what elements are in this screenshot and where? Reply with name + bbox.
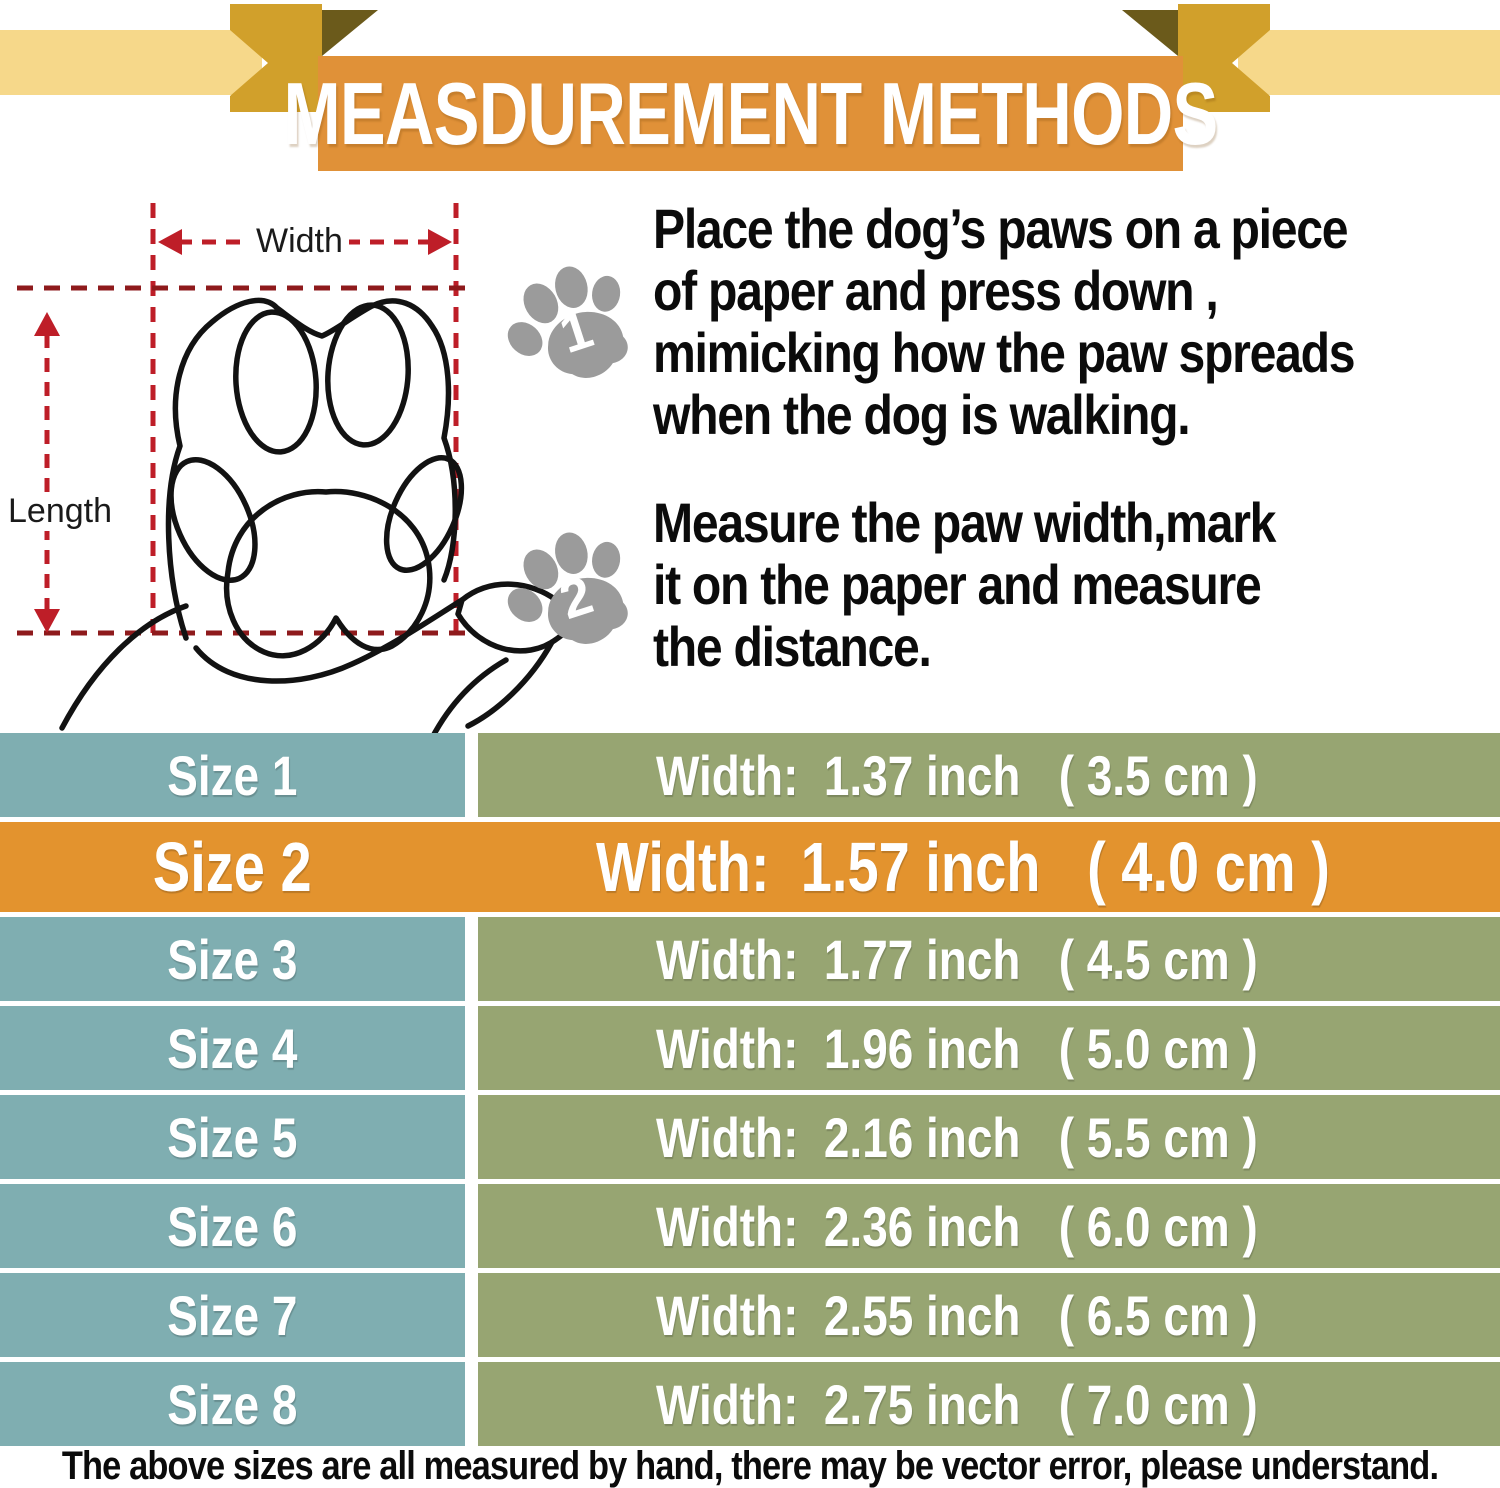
size-cell: Size 6 [0, 1184, 465, 1268]
size-cell: Size 1 [0, 733, 465, 817]
width-cell: Width: 2.75 inch ( 7.0 cm ) [478, 1362, 1500, 1446]
width-cell: Width: 2.55 inch ( 6.5 cm ) [478, 1273, 1500, 1357]
step1-paw-icon: 1 [485, 244, 659, 413]
length-dimension-label: Length [2, 492, 118, 531]
table-row-size-6: Size 6 Width: 2.36 inch ( 6.0 cm ) [0, 1184, 1500, 1268]
width-cell: Width: 1.37 inch ( 3.5 cm ) [478, 733, 1500, 817]
table-row-size-4: Size 4 Width: 1.96 inch ( 5.0 cm ) [0, 1006, 1500, 1090]
size-label: Size 6 [167, 1194, 298, 1258]
column-gap [465, 1362, 478, 1446]
size-label: Size 2 [153, 828, 312, 906]
width-cell: Width: 1.96 inch ( 5.0 cm ) [478, 1006, 1500, 1090]
instruction-step2-text: Measure the paw width,mark it on the pap… [653, 491, 1276, 678]
table-row-size-2-highlighted: Size 2 Width: 1.57 inch ( 4.0 cm ) [0, 822, 1500, 912]
column-gap [465, 1273, 478, 1357]
size-label: Size 4 [167, 1016, 298, 1080]
table-row-size-1: Size 1 Width: 1.37 inch ( 3.5 cm ) [0, 733, 1500, 817]
width-value: Width: 2.55 inch ( 6.5 cm ) [656, 1283, 1258, 1347]
table-row-size-7: Size 7 Width: 2.55 inch ( 6.5 cm ) [0, 1273, 1500, 1357]
size-cell: Size 4 [0, 1006, 465, 1090]
page-title: MEASDUREMENT METHODS [283, 63, 1219, 163]
disclaimer-note: The above sizes are all measured by hand… [61, 1443, 1439, 1488]
width-value: Width: 1.57 inch ( 4.0 cm ) [596, 828, 1330, 906]
size-label: Size 7 [167, 1283, 298, 1347]
width-cell: Width: 1.77 inch ( 4.5 cm ) [478, 917, 1500, 1001]
width-cell: Width: 2.36 inch ( 6.0 cm ) [478, 1184, 1500, 1268]
column-gap [465, 822, 478, 912]
size-cell: Size 8 [0, 1362, 465, 1446]
column-gap [465, 1095, 478, 1179]
size-label: Size 5 [167, 1105, 298, 1169]
ribbon-banner-graphic [0, 4, 1500, 171]
table-row-size-5: Size 5 Width: 2.16 inch ( 5.5 cm ) [0, 1095, 1500, 1179]
table-row-size-8: Size 8 Width: 2.75 inch ( 7.0 cm ) [0, 1362, 1500, 1446]
width-dimension-label: Width [250, 222, 349, 261]
width-value: Width: 2.36 inch ( 6.0 cm ) [656, 1194, 1258, 1258]
width-value: Width: 1.77 inch ( 4.5 cm ) [656, 927, 1258, 991]
step2-paw-icon: 2 [485, 510, 659, 679]
width-value: Width: 2.16 inch ( 5.5 cm ) [656, 1105, 1258, 1169]
column-gap [465, 733, 478, 817]
size-cell: Size 3 [0, 917, 465, 1001]
instruction-step1-text: Place the dog’s paws on a piece of paper… [653, 197, 1356, 446]
column-gap [465, 917, 478, 1001]
size-label: Size 3 [167, 927, 298, 991]
width-value: Width: 2.75 inch ( 7.0 cm ) [656, 1372, 1258, 1436]
table-row-size-3: Size 3 Width: 1.77 inch ( 4.5 cm ) [0, 917, 1500, 1001]
width-cell: Width: 2.16 inch ( 5.5 cm ) [478, 1095, 1500, 1179]
size-label: Size 1 [167, 743, 298, 807]
column-gap [465, 1184, 478, 1268]
size-cell: Size 7 [0, 1273, 465, 1357]
width-cell: Width: 1.57 inch ( 4.0 cm ) [478, 822, 1500, 912]
size-cell: Size 2 [0, 822, 465, 912]
width-value: Width: 1.37 inch ( 3.5 cm ) [656, 743, 1258, 807]
size-label: Size 8 [167, 1372, 298, 1436]
width-value: Width: 1.96 inch ( 5.0 cm ) [656, 1016, 1258, 1080]
size-cell: Size 5 [0, 1095, 465, 1179]
column-gap [465, 1006, 478, 1090]
size-chart-table: Size 1 Width: 1.37 inch ( 3.5 cm ) Size … [0, 733, 1500, 1451]
